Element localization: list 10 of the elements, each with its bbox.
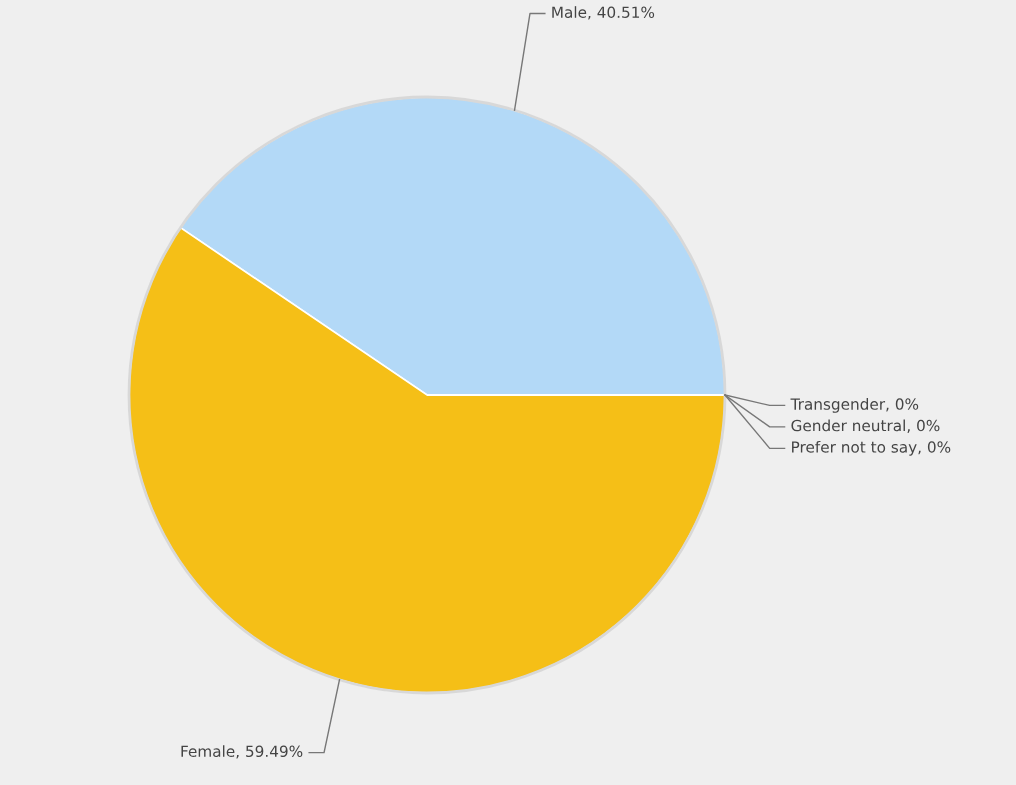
text: , 0%: [907, 419, 940, 433]
text: , 0%: [918, 441, 951, 455]
legend-label: Transgender: [790, 398, 886, 413]
data-label: , 40.51%: [588, 6, 655, 20]
text: , 0%: [886, 398, 919, 412]
category-label: Prefer not to say: [792, 440, 917, 456]
slice-label: Female: [181, 745, 235, 758]
category-label: Gender neutral: [791, 419, 905, 432]
slice-label: Male: [552, 6, 587, 18]
data-label: , 59.49%: [236, 745, 303, 759]
